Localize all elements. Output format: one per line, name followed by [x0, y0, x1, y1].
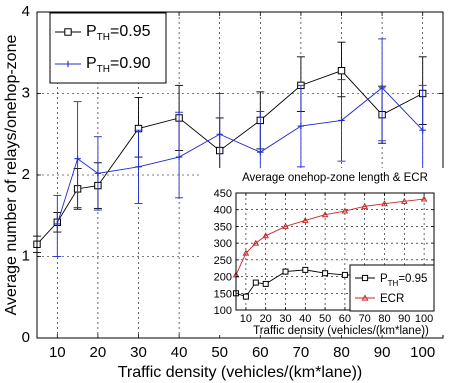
y-tick-label: 3	[22, 85, 30, 102]
y-tick-label: 400	[214, 205, 232, 217]
data-point	[341, 207, 349, 214]
legend-marker	[361, 274, 369, 282]
data-point	[297, 122, 305, 130]
legend-label-sub: TH	[97, 64, 110, 75]
legend-label: PTH=0.95	[86, 23, 151, 43]
x-tick-label: 50	[211, 344, 228, 361]
data-point	[321, 211, 329, 218]
legend-marker	[361, 294, 369, 301]
data-point	[262, 280, 269, 287]
data-point	[282, 268, 289, 275]
legend-label-tail: =0.95	[398, 273, 427, 285]
data-point	[338, 117, 345, 124]
x-tick-label: 20	[90, 344, 107, 361]
inset-ticks: 10 20 30 40 50 60 70 80 90 100 100 150 200 250 300 350 4…	[214, 188, 434, 325]
data-point	[301, 216, 309, 223]
data-point	[378, 84, 386, 91]
legend-label-main: P	[86, 23, 97, 40]
legend-label-tail: =0.95	[110, 23, 151, 40]
x-tick-label: 50	[319, 313, 331, 325]
data-point	[381, 200, 388, 207]
x-tick-label: 80	[378, 313, 390, 325]
data-point	[252, 239, 260, 246]
data-point	[341, 271, 348, 278]
legend-label: PTH=0.95	[380, 273, 427, 288]
data-point	[175, 153, 183, 161]
x-tick-label: 20	[260, 313, 272, 325]
x-tick-label: 60	[339, 313, 351, 325]
data-point	[302, 266, 309, 273]
series-line	[36, 70, 423, 245]
y-tick-label: 300	[214, 238, 232, 250]
x-tick-label: 40	[171, 344, 188, 361]
legend-marker	[64, 28, 72, 36]
y-tick-label: 100	[214, 305, 232, 317]
x-tick-label: 10	[49, 344, 66, 361]
inset-legend: PTH=0.95 ECR	[349, 264, 435, 312]
data-point	[420, 195, 428, 202]
y-tick-label: 250	[214, 255, 232, 267]
series-plus	[53, 38, 427, 257]
data-point	[54, 220, 61, 228]
main-chart: 10 20 30 40 50 60 70 80 90 100 0 1 2 3 4 Traffic densi…	[3, 3, 444, 381]
main-ticks: 10 20 30 40 50 60 70 80 90 100 0 1 2 3 4	[22, 3, 443, 361]
legend-label-sub: TH	[97, 32, 110, 43]
legend-label: PTH=0.90	[86, 55, 151, 75]
main-y-axis-label: Average number of relays/onehop-zone	[3, 35, 20, 316]
x-tick-label: 40	[299, 313, 311, 325]
main-x-axis-label: Traffic density (vehicles/(km*lane))	[118, 364, 363, 381]
y-tick-label: 150	[214, 288, 232, 300]
legend-label-main: P	[380, 273, 388, 285]
series-triangle	[232, 195, 428, 278]
x-tick-label: 80	[333, 344, 350, 361]
inset-title: Average onehop-zone length & ECR	[242, 172, 428, 184]
legend-marker	[64, 60, 72, 68]
data-point	[74, 155, 81, 162]
x-tick-label: 30	[279, 313, 291, 325]
data-point	[400, 197, 408, 204]
y-tick-label: 200	[214, 272, 232, 284]
x-tick-label: 30	[130, 344, 147, 361]
y-tick-label: 450	[214, 188, 232, 200]
x-tick-label: 70	[359, 313, 371, 325]
y-tick-label: 1	[22, 248, 30, 265]
y-tick-label: 2	[22, 166, 30, 183]
data-point	[252, 279, 259, 286]
x-tick-label: 60	[252, 344, 269, 361]
inset-plot-frame	[235, 192, 435, 311]
inset-chart: Average onehop-zone length & ECR 10 20 30 4…	[202, 168, 446, 337]
x-tick-label: 100	[410, 344, 435, 361]
data-point	[322, 270, 329, 277]
data-point	[135, 163, 142, 171]
data-point	[361, 202, 369, 209]
data-point	[337, 66, 346, 75]
legend-box	[349, 264, 435, 312]
data-point	[257, 148, 264, 156]
data-point	[419, 126, 426, 134]
x-tick-label: 70	[293, 344, 310, 361]
y-tick-label: 4	[22, 3, 30, 20]
legend-label: ECR	[380, 293, 404, 305]
legend-label-tail: =0.90	[110, 55, 151, 72]
y-tick-label: 0	[22, 329, 30, 346]
y-tick-label: 350	[214, 221, 232, 233]
data-point	[262, 232, 270, 239]
x-tick-label: 90	[374, 344, 391, 361]
legend-label-main: ECR	[380, 293, 404, 305]
data-point	[216, 131, 223, 138]
inset-x-axis-label: Traffic density (vehicles/(km*lane))	[253, 325, 429, 337]
x-tick-label: 10	[240, 313, 252, 325]
data-point	[94, 170, 102, 177]
data-point	[242, 249, 250, 256]
x-tick-label: 100	[415, 313, 433, 325]
x-tick-label: 90	[398, 313, 410, 325]
legend-label-main: P	[86, 55, 97, 72]
legend-label-sub: TH	[388, 279, 399, 288]
data-point	[282, 222, 289, 229]
legend-box	[49, 12, 167, 84]
data-point	[242, 293, 249, 300]
